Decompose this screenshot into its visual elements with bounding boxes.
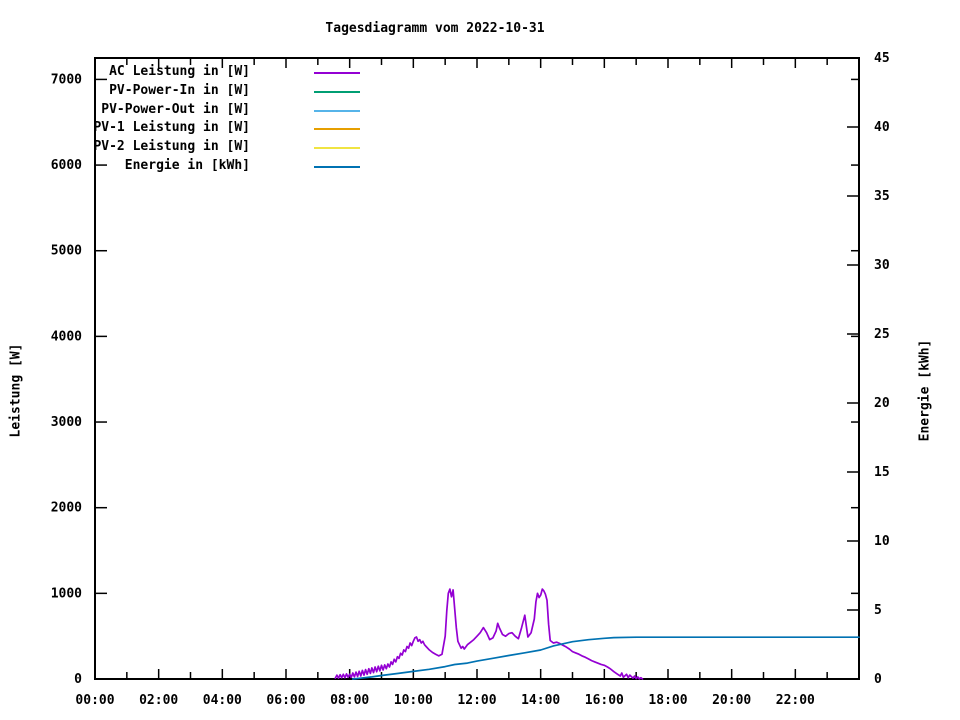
x-tick-label: 16:00 [585,693,624,708]
x-tick-label: 00:00 [75,693,114,708]
y-right-tick-label: 5 [874,603,882,618]
legend-line-sample [314,128,360,131]
legend-item: PV-Power-In in [W] [0,83,380,101]
y-left-tick-label: 6000 [51,158,82,173]
x-tick-label: 10:00 [394,693,433,708]
legend-line-sample [314,147,360,150]
legend-item: PV-1 Leistung in [W] [0,120,380,138]
y-left-tick-label: 7000 [51,72,82,87]
x-tick-label: 22:00 [776,693,815,708]
x-tick-label: 20:00 [712,693,751,708]
y-right-tick-label: 45 [874,51,890,66]
legend-item: PV-2 Leistung in [W] [0,139,380,157]
x-tick-label: 06:00 [266,693,305,708]
y-right-tick-label: 40 [874,120,890,135]
legend-item-label: PV-1 Leistung in [W] [93,120,250,136]
series-ac-leistung-in-w [334,588,644,680]
series-energie-in-kwh [351,636,860,680]
x-tick-label: 02:00 [139,693,178,708]
legend-item: Energie in [kWh] [0,158,380,176]
x-tick-label: 12:00 [457,693,496,708]
y-right-tick-label: 35 [874,189,890,204]
y-left-tick-label: 5000 [51,244,82,259]
legend-item-label: PV-2 Leistung in [W] [93,139,250,155]
legend-item-label: PV-Power-In in [W] [109,82,250,98]
y-right-tick-label: 25 [874,327,890,342]
y-right-tick-label: 20 [874,396,890,411]
legend-line-sample [314,109,360,112]
chart-title: Tagesdiagramm vom 2022-10-31 [325,21,545,36]
legend-line-sample [314,90,360,93]
y-right-tick-label: 15 [874,465,890,480]
legend-line-sample [314,72,360,74]
y-right-tick-label: 0 [874,672,882,687]
x-tick-label: 04:00 [203,693,242,708]
legend-item-label: Energie in [kWh] [124,158,250,173]
legend-item-label: PV-Power-Out in [W] [101,101,250,117]
legend-item: PV-Power-Out in [W] [0,102,380,120]
legend-line-sample [314,166,360,168]
plot-frame [94,57,860,680]
y-left-tick-label: 3000 [51,415,82,430]
y-right-tick-label: 30 [874,258,890,273]
x-tick-label: 08:00 [330,693,369,708]
y-left-tick-label: 0 [74,672,82,687]
x-tick-label: 18:00 [648,693,687,708]
x-tick-label: 14:00 [521,693,560,708]
y-left-tick-label: 1000 [51,586,82,601]
y-left-tick-label: 2000 [51,501,82,516]
y-left-tick-label: 4000 [51,329,82,344]
y-right-tick-label: 10 [874,534,890,549]
legend-item: AC Leistung in [W] [0,64,380,82]
legend-item-label: AC Leistung in [W] [109,64,250,79]
